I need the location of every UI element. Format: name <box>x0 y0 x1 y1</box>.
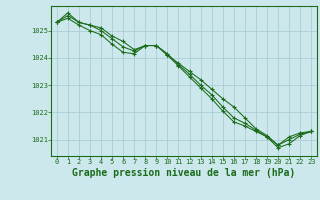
X-axis label: Graphe pression niveau de la mer (hPa): Graphe pression niveau de la mer (hPa) <box>72 168 296 178</box>
